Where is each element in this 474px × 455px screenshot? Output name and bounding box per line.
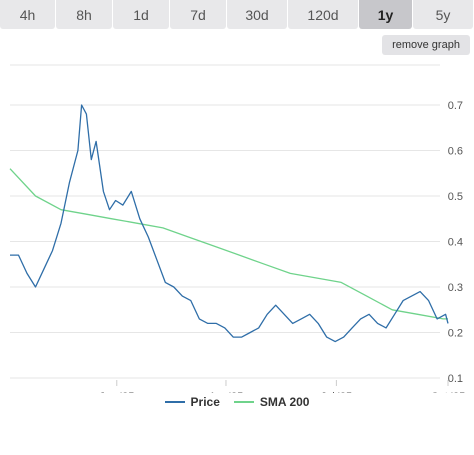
tab-8h[interactable]: 8h	[56, 0, 112, 29]
y-tick-label: 0.2	[448, 328, 463, 340]
tab-4h[interactable]: 4h	[0, 0, 55, 29]
y-tick-label: 0.4	[448, 237, 463, 249]
legend: Price SMA 200	[0, 393, 474, 411]
legend-item-sma[interactable]: SMA 200	[233, 395, 310, 409]
y-tick-label: 0.5	[448, 191, 463, 203]
tab-120d[interactable]: 120d	[288, 0, 358, 29]
y-tick-label: 0.6	[448, 146, 463, 158]
gridlines	[10, 64, 440, 379]
x-tick-label: Jan '25	[99, 391, 134, 393]
tab-1y[interactable]: 1y	[359, 0, 412, 29]
tab-7d[interactable]: 7d	[170, 0, 226, 29]
y-axis-ticks: 0.7 0.6 0.5 0.4 0.3 0.2 0.1	[448, 100, 463, 385]
timeframe-tabs: 4h 8h 1d 7d 30d 120d 1y 5y	[0, 0, 474, 30]
x-tick-label: Oct '25	[431, 391, 466, 393]
legend-label-sma: SMA 200	[259, 395, 310, 409]
remove-graph-button[interactable]: remove graph	[382, 35, 470, 55]
x-axis-ticks: Jan '25 Apr '25 Jul '25 Oct '25	[99, 380, 465, 393]
tab-5y[interactable]: 5y	[413, 0, 473, 29]
tab-30d[interactable]: 30d	[227, 0, 287, 29]
legend-label-price: Price	[190, 395, 220, 409]
price-chart: 0.7 0.6 0.5 0.4 0.3 0.2 0.1 Jan '25 Apr '25 Jul …	[9, 64, 465, 393]
x-tick-label: Apr '25	[209, 391, 244, 393]
x-tick-label: Jul '25	[321, 391, 352, 393]
sma-swatch-icon	[233, 401, 254, 403]
series-lines	[9, 104, 449, 343]
legend-item-price[interactable]: Price	[164, 395, 220, 409]
y-tick-label: 0.3	[448, 282, 463, 294]
price-series-line	[10, 104, 449, 343]
price-swatch-icon	[164, 401, 185, 403]
y-tick-label: 0.7	[448, 100, 463, 112]
y-tick-label: 0.1	[448, 373, 463, 385]
tab-1d[interactable]: 1d	[113, 0, 169, 29]
sma-series-line	[9, 168, 448, 320]
